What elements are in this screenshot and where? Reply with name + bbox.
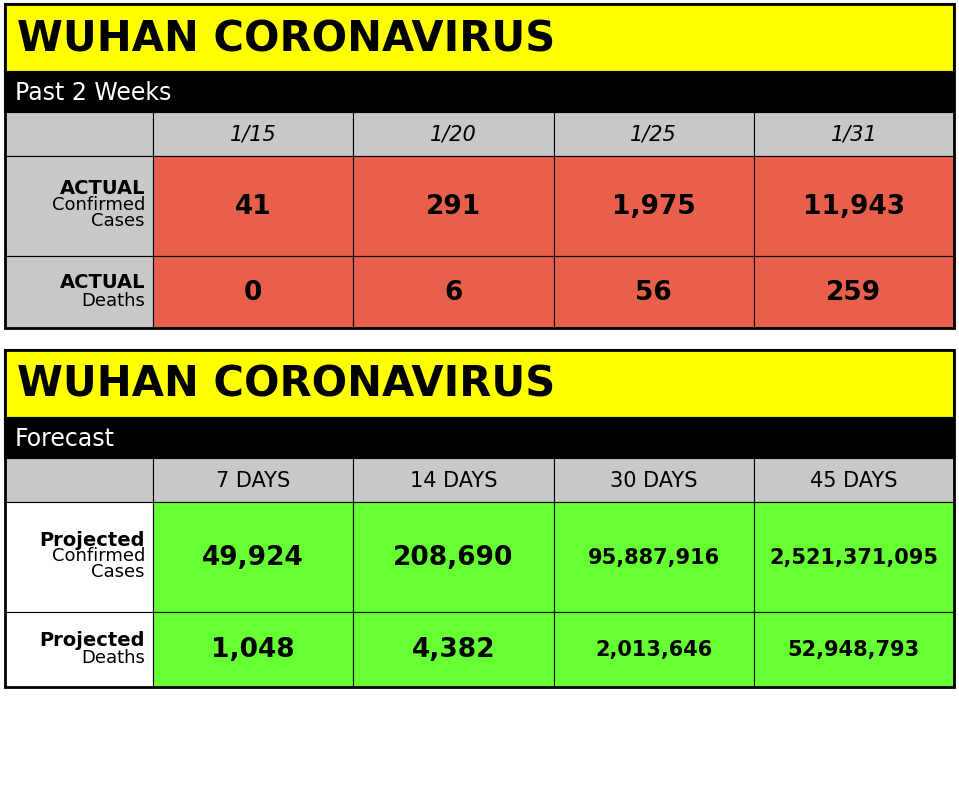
FancyBboxPatch shape	[153, 459, 353, 503]
Text: ACTUAL: ACTUAL	[59, 273, 145, 292]
Text: 45 DAYS: 45 DAYS	[810, 471, 898, 491]
FancyBboxPatch shape	[754, 503, 954, 612]
FancyBboxPatch shape	[5, 257, 153, 328]
Text: 1/15: 1/15	[230, 124, 276, 145]
FancyBboxPatch shape	[153, 157, 353, 257]
Text: Projected: Projected	[39, 630, 145, 649]
Text: Forecast: Forecast	[15, 426, 115, 450]
Text: 1/25: 1/25	[630, 124, 677, 145]
FancyBboxPatch shape	[353, 612, 553, 687]
FancyBboxPatch shape	[553, 157, 754, 257]
Text: Cases: Cases	[91, 562, 145, 581]
FancyBboxPatch shape	[153, 612, 353, 687]
Text: 6: 6	[444, 279, 462, 306]
FancyBboxPatch shape	[754, 459, 954, 503]
Text: 41: 41	[235, 194, 271, 220]
Text: 14 DAYS: 14 DAYS	[409, 471, 497, 491]
FancyBboxPatch shape	[353, 257, 553, 328]
Text: 11,943: 11,943	[803, 194, 905, 220]
Text: 208,690: 208,690	[393, 544, 514, 570]
Text: Past 2 Weeks: Past 2 Weeks	[15, 81, 172, 105]
Text: WUHAN CORONAVIRUS: WUHAN CORONAVIRUS	[17, 18, 555, 60]
FancyBboxPatch shape	[153, 113, 353, 157]
FancyBboxPatch shape	[5, 612, 153, 687]
FancyBboxPatch shape	[553, 503, 754, 612]
FancyBboxPatch shape	[5, 351, 954, 418]
Text: ACTUAL: ACTUAL	[59, 179, 145, 198]
FancyBboxPatch shape	[754, 612, 954, 687]
FancyBboxPatch shape	[353, 459, 553, 503]
FancyBboxPatch shape	[353, 503, 553, 612]
FancyBboxPatch shape	[553, 257, 754, 328]
FancyBboxPatch shape	[5, 73, 954, 113]
Text: Projected: Projected	[39, 530, 145, 548]
FancyBboxPatch shape	[553, 612, 754, 687]
FancyBboxPatch shape	[754, 257, 954, 328]
FancyBboxPatch shape	[353, 157, 553, 257]
FancyBboxPatch shape	[5, 418, 954, 459]
FancyBboxPatch shape	[5, 5, 954, 73]
Text: Confirmed: Confirmed	[52, 546, 145, 565]
FancyBboxPatch shape	[353, 113, 553, 157]
Text: 95,887,916: 95,887,916	[588, 548, 719, 567]
Text: Confirmed: Confirmed	[52, 196, 145, 214]
Text: 49,924: 49,924	[202, 544, 304, 570]
Text: 52,948,793: 52,948,793	[787, 640, 920, 660]
FancyBboxPatch shape	[754, 113, 954, 157]
FancyBboxPatch shape	[5, 503, 153, 612]
Text: 4,382: 4,382	[411, 637, 495, 662]
FancyBboxPatch shape	[153, 503, 353, 612]
Text: 2,521,371,095: 2,521,371,095	[769, 548, 938, 567]
FancyBboxPatch shape	[553, 459, 754, 503]
FancyBboxPatch shape	[5, 459, 153, 503]
Text: 1/31: 1/31	[830, 124, 877, 145]
Text: 291: 291	[426, 194, 481, 220]
Text: 259: 259	[827, 279, 881, 306]
Text: 56: 56	[635, 279, 672, 306]
Text: 2,013,646: 2,013,646	[595, 640, 713, 660]
Text: 7 DAYS: 7 DAYS	[216, 471, 291, 491]
Text: 30 DAYS: 30 DAYS	[610, 471, 697, 491]
Text: Deaths: Deaths	[82, 291, 145, 310]
Text: WUHAN CORONAVIRUS: WUHAN CORONAVIRUS	[17, 364, 555, 406]
Text: 1,975: 1,975	[612, 194, 695, 220]
Text: 0: 0	[244, 279, 263, 306]
Text: 1,048: 1,048	[211, 637, 295, 662]
FancyBboxPatch shape	[153, 257, 353, 328]
Text: 1/20: 1/20	[430, 124, 477, 145]
FancyBboxPatch shape	[5, 157, 153, 257]
Text: Deaths: Deaths	[82, 649, 145, 666]
FancyBboxPatch shape	[553, 113, 754, 157]
Text: Cases: Cases	[91, 212, 145, 230]
FancyBboxPatch shape	[5, 113, 153, 157]
FancyBboxPatch shape	[754, 157, 954, 257]
